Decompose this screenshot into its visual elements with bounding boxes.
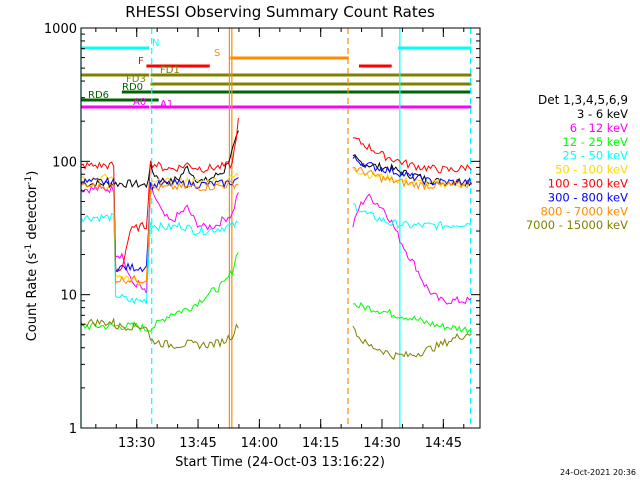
legend-item-300-800-kev: 300 - 800 keV bbox=[548, 190, 628, 204]
series-line-6-12-kev bbox=[352, 193, 472, 305]
flag-label-a0: A0 bbox=[133, 97, 146, 108]
series-line-25-50-kev bbox=[352, 203, 472, 231]
x-tick-label: 13:45 bbox=[179, 436, 216, 451]
y-tick-label: 1000 bbox=[44, 22, 77, 37]
x-tick-label: 13:30 bbox=[118, 436, 155, 451]
legend-title: Det 1,3,4,5,6,9 bbox=[538, 93, 628, 107]
axes: 1 10 100 1000 13:30 13:45 14:00 14:15 14:30 14:45 bbox=[44, 22, 481, 451]
y-label-sup2: -1 bbox=[24, 176, 34, 185]
series-line-100-300-kev bbox=[80, 118, 239, 274]
legend-item-6-12-kev: 6 - 12 keV bbox=[570, 121, 628, 135]
y-label-sup1: -1 bbox=[24, 244, 34, 253]
series-line-12-25-kev bbox=[80, 252, 239, 332]
legend-item-25-50-kev: 25 - 50 keV bbox=[562, 149, 628, 163]
legend-item-100-300-kev: 100 - 300 keV bbox=[548, 177, 628, 191]
series-line-6-12-kev bbox=[80, 184, 239, 294]
footer-date: 24-Oct-2021 20:36 bbox=[560, 468, 636, 477]
series-line-7000-15000-kev bbox=[352, 325, 472, 361]
y-tick-label: 1 bbox=[69, 422, 77, 437]
legend-item-12-25-kev: 12 - 25 keV bbox=[562, 135, 628, 149]
legend-item-3-6-kev: 3 - 6 keV bbox=[577, 107, 628, 121]
series-line-3-6-kev bbox=[81, 130, 239, 189]
y-label-main: Count Rate (s bbox=[25, 253, 40, 342]
x-tick-label: 14:30 bbox=[363, 436, 400, 451]
legend-item-7000-15000-kev: 7000 - 15000 keV bbox=[526, 218, 628, 232]
x-tick-label: 14:45 bbox=[425, 436, 462, 451]
series-line-300-800-kev bbox=[352, 155, 472, 187]
flag-label-f: F bbox=[138, 56, 144, 67]
x-tick-label: 14:00 bbox=[241, 436, 278, 451]
series-line-100-300-kev bbox=[352, 137, 472, 174]
flag-label-rd6: RD6 bbox=[88, 90, 109, 101]
flag-label-s: S bbox=[214, 48, 220, 59]
y-tick-label: 10 bbox=[60, 289, 77, 304]
series-line-25-50-kev bbox=[80, 212, 239, 305]
chart-title: RHESSI Observing Summary Count Rates bbox=[125, 3, 435, 21]
series-line-800-7000-kev bbox=[80, 180, 239, 285]
legend-item-50-100-kev: 50 - 100 keV bbox=[555, 163, 628, 177]
flag-label-a1: A1 bbox=[160, 99, 173, 110]
flag-label-fd1: FD1 bbox=[160, 65, 180, 76]
series-line-800-7000-kev bbox=[352, 166, 472, 191]
flag-label-fd3: FD3 bbox=[126, 74, 146, 85]
y-axis-label: Count Rate (s-1 detector-1) bbox=[24, 171, 40, 342]
legend-item-800-7000-kev: 800 - 7000 keV bbox=[540, 204, 628, 218]
x-tick-label: 14:15 bbox=[302, 436, 339, 451]
y-label-end: ) bbox=[25, 171, 40, 176]
y-tick-label: 100 bbox=[52, 155, 77, 170]
y-label-mid: detector bbox=[25, 184, 40, 244]
series-lines bbox=[80, 118, 472, 361]
flag-label-n: N bbox=[152, 38, 159, 49]
series-line-7000-15000-kev bbox=[80, 317, 239, 350]
series-line-12-25-kev bbox=[352, 301, 472, 334]
flag-label-rd0: RD0 bbox=[122, 82, 143, 93]
series-line-300-800-kev bbox=[80, 176, 239, 273]
plot-frame bbox=[80, 27, 481, 429]
x-axis-label: Start Time (24-Oct-03 13:16:22) bbox=[175, 455, 385, 470]
